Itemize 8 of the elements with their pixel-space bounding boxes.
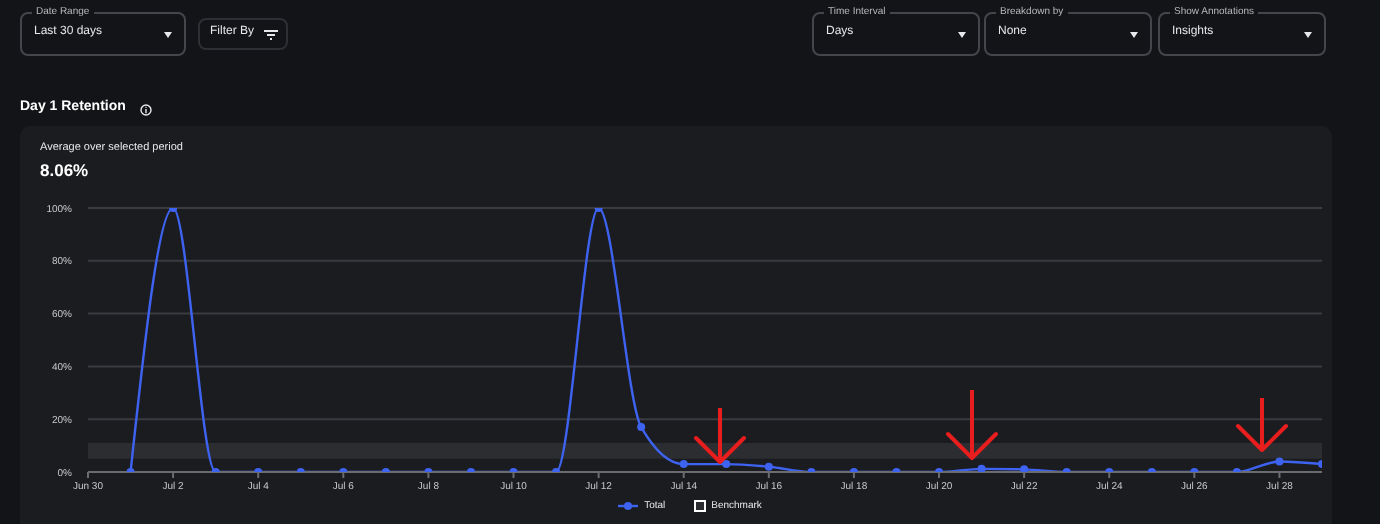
point	[679, 460, 688, 469]
point	[1275, 457, 1284, 466]
point	[977, 464, 986, 472]
point	[637, 423, 646, 432]
point	[722, 460, 731, 469]
point	[764, 462, 773, 471]
point	[1020, 465, 1029, 472]
text: 8.06%	[40, 160, 89, 180]
